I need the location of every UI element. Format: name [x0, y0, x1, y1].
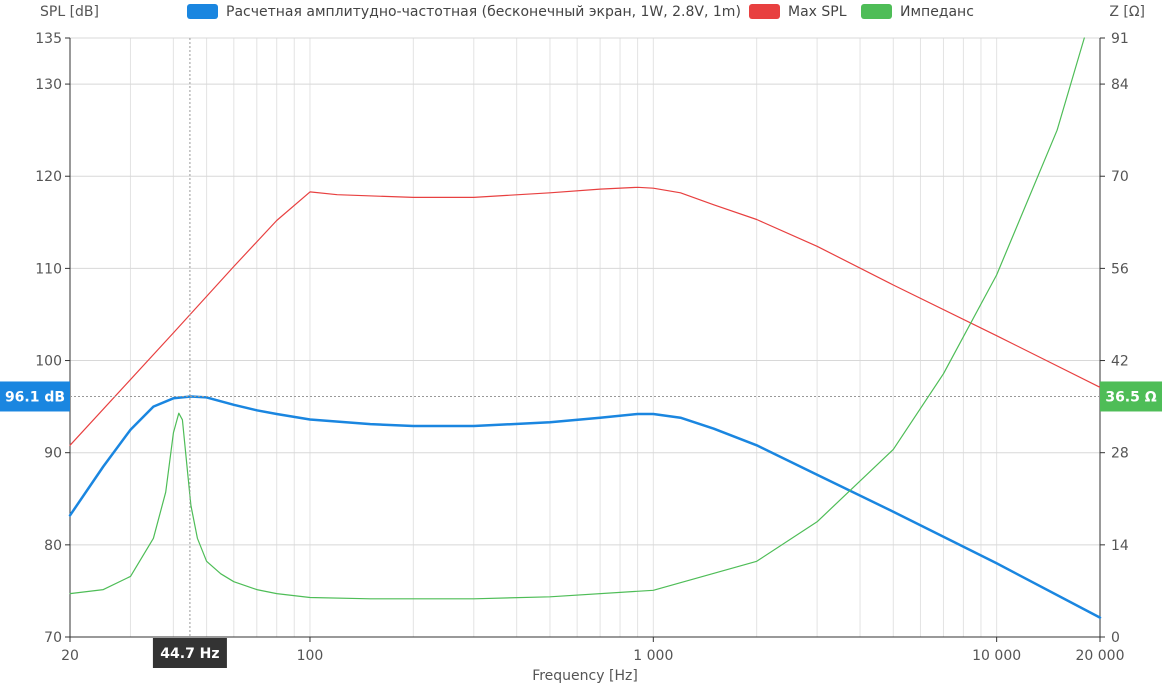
- legend-label-2: Импеданс: [900, 4, 974, 20]
- y-left-tick-label: 110: [35, 261, 62, 277]
- legend-item-0[interactable]: Расчетная амплитудно-частотная (бесконеч…: [187, 4, 741, 20]
- axes: 70 80 90 100 110 120 130 135 0 14 28 42 56 70 84 91 20 10…: [35, 31, 1129, 664]
- x-tick-label: 100: [297, 648, 324, 664]
- y-left-tick-label: 80: [44, 538, 62, 554]
- legend-swatch-1: [749, 4, 780, 19]
- y-right-tick-label: 56: [1111, 261, 1129, 277]
- series-line-2: [69, 37, 1085, 600]
- y-right-axis-title: Z [Ω]: [1109, 4, 1145, 20]
- legend-label-1: Max SPL: [788, 4, 847, 20]
- y-left-tick-label: 90: [44, 446, 62, 462]
- y-left-tick-label: 100: [35, 354, 62, 370]
- legend-item-1[interactable]: Max SPL: [749, 4, 847, 20]
- crosshair-right-label: 36.5 Ω: [1105, 389, 1156, 405]
- y-left-tick-label: 70: [44, 630, 62, 646]
- y-left-axis-title: SPL [dB]: [40, 4, 99, 20]
- y-right-tick-label: 42: [1111, 354, 1129, 370]
- x-tick-label: 10 000: [972, 648, 1021, 664]
- y-right-tick-label: 84: [1111, 77, 1129, 93]
- crosshair-right-badge: [1100, 381, 1162, 412]
- x-axis-title: Frequency [Hz]: [532, 668, 638, 684]
- series-line-1: [69, 186, 1101, 446]
- crosshair: 96.1 dB 36.5 Ω 44.7 Hz: [0, 38, 1162, 668]
- crosshair-left-badge: [0, 381, 70, 412]
- y-right-tick-label: 28: [1111, 446, 1129, 462]
- y-right-tick-label: 14: [1111, 538, 1129, 554]
- legend-item-2[interactable]: Импеданс: [861, 4, 974, 20]
- x-tick-label: 20 000: [1076, 648, 1125, 664]
- legend-swatch-2: [861, 4, 892, 19]
- legend-label-0: Расчетная амплитудно-частотная (бесконеч…: [226, 4, 741, 20]
- legend-swatch-0: [187, 4, 218, 19]
- series-line-0: [68, 395, 1102, 619]
- y-left-tick-label: 120: [35, 169, 62, 185]
- crosshair-left-label: 96.1 dB: [5, 389, 65, 405]
- y-right-tick-label: 91: [1111, 31, 1129, 47]
- crosshair-x-badge: [152, 638, 227, 668]
- grid: [69, 37, 1101, 638]
- crosshair-x-label: 44.7 Hz: [160, 646, 219, 662]
- x-tick-label: 20: [61, 648, 79, 664]
- y-left-tick-label: 135: [35, 31, 62, 47]
- legend[interactable]: Расчетная амплитудно-частотная (бесконеч…: [187, 4, 974, 20]
- y-right-tick-label: 0: [1111, 630, 1120, 646]
- series-lines: [68, 37, 1102, 619]
- y-right-tick-label: 70: [1111, 169, 1129, 185]
- y-left-tick-label: 130: [35, 77, 62, 93]
- x-tick-label: 1 000: [633, 648, 673, 664]
